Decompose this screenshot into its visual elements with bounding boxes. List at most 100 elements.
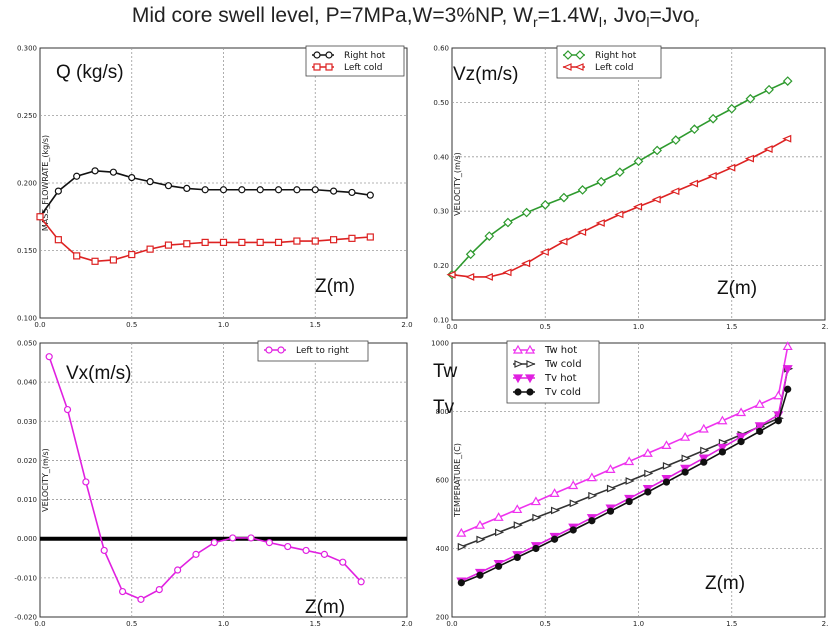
title-sub-r: r bbox=[532, 14, 538, 31]
y-axis-label: VELOCITY_(m/s) bbox=[41, 448, 50, 512]
data-point bbox=[532, 544, 540, 553]
data-point bbox=[513, 521, 523, 530]
legend-marker bbox=[265, 346, 273, 354]
data-point bbox=[605, 464, 616, 473]
legend: Left to right bbox=[257, 340, 369, 362]
data-point bbox=[311, 186, 319, 194]
y-tick-label: 0.100 bbox=[17, 315, 37, 323]
data-point bbox=[717, 415, 728, 425]
data-point bbox=[782, 134, 792, 143]
data-point bbox=[446, 270, 456, 279]
data-point bbox=[54, 236, 62, 244]
data-point bbox=[773, 390, 784, 400]
data-point bbox=[681, 468, 689, 476]
data-point bbox=[632, 202, 643, 211]
legend-marker bbox=[575, 50, 585, 60]
legend-marker bbox=[277, 346, 285, 354]
series-tw-hot bbox=[456, 341, 793, 537]
data-point bbox=[559, 192, 569, 203]
data-point bbox=[774, 417, 782, 425]
x-tick-label: 2.0 bbox=[401, 321, 412, 329]
legend-marker bbox=[512, 374, 524, 384]
data-point bbox=[688, 179, 699, 188]
legend-marker bbox=[563, 50, 573, 60]
panel-quantity-label: Vx(m/s) bbox=[66, 363, 131, 384]
series-right-hot bbox=[447, 76, 793, 280]
series-left-to-right bbox=[45, 353, 365, 603]
x-tick-label: 2. bbox=[822, 620, 829, 628]
legend-marker bbox=[526, 388, 534, 396]
data-point bbox=[146, 245, 154, 253]
legend: Tw hot Tw cold Tv hot Tv cold bbox=[506, 340, 600, 404]
data-point bbox=[614, 210, 624, 219]
data-point bbox=[109, 168, 118, 176]
y-tick-label: 0.200 bbox=[17, 180, 37, 188]
data-point bbox=[118, 587, 127, 596]
title-sub-l2: l bbox=[646, 14, 650, 31]
y-tick-label: 0.040 bbox=[17, 379, 37, 387]
data-point bbox=[596, 176, 607, 187]
chart-temperature: 0.0 0.5 1.0 1.5 2. 200 400 600 800 1000 TEMPERATUR… bbox=[431, 340, 829, 629]
data-point bbox=[201, 238, 209, 246]
data-point bbox=[238, 238, 246, 246]
legend-marker bbox=[325, 51, 333, 59]
data-point bbox=[330, 236, 338, 244]
data-point bbox=[681, 454, 691, 463]
data-point bbox=[588, 517, 596, 525]
data-point bbox=[357, 578, 365, 586]
y-tick-label: 200 bbox=[436, 614, 449, 622]
data-point bbox=[109, 256, 118, 264]
data-point bbox=[763, 145, 773, 154]
data-point bbox=[82, 478, 90, 486]
data-point bbox=[708, 113, 718, 124]
title-part-b: =1.4W bbox=[537, 4, 599, 27]
y-tick-label: 0.300 bbox=[17, 45, 37, 53]
x-tick-label: 2.0 bbox=[401, 620, 412, 628]
data-point bbox=[756, 427, 764, 435]
x-tick-label: 0.0 bbox=[446, 323, 457, 331]
legend-label: Right hot bbox=[595, 51, 637, 61]
y-axis-label: MASS_FLOWRATE_(kg/s) bbox=[41, 135, 50, 231]
panel-quantity-label: Q (kg/s) bbox=[56, 62, 124, 83]
data-point bbox=[606, 507, 615, 515]
data-point bbox=[625, 477, 635, 485]
data-point bbox=[174, 566, 182, 574]
data-point bbox=[513, 553, 521, 562]
data-point bbox=[549, 488, 560, 497]
data-point bbox=[238, 186, 246, 194]
data-point bbox=[764, 84, 774, 95]
data-point bbox=[274, 238, 283, 246]
data-point bbox=[521, 207, 532, 218]
y-tick-label: 0.050 bbox=[17, 340, 37, 348]
data-point bbox=[736, 433, 747, 443]
x-tick-label: 1.5 bbox=[310, 321, 321, 329]
data-point bbox=[726, 103, 737, 114]
data-point bbox=[311, 237, 319, 245]
x-tick-label: 1.0 bbox=[218, 321, 229, 329]
data-point bbox=[745, 93, 756, 104]
data-point bbox=[606, 484, 617, 493]
legend-box bbox=[257, 340, 369, 362]
x-tick-label: 0.0 bbox=[446, 620, 457, 628]
title-part-d: =Jvo bbox=[649, 4, 695, 27]
legend-marker bbox=[313, 51, 321, 59]
legend-marker bbox=[524, 344, 536, 354]
data-point bbox=[577, 228, 587, 236]
data-point bbox=[183, 184, 191, 192]
data-point bbox=[164, 241, 173, 249]
data-point bbox=[503, 217, 513, 228]
data-point bbox=[54, 187, 62, 195]
data-point bbox=[36, 213, 44, 221]
data-point bbox=[539, 248, 549, 256]
data-point bbox=[698, 454, 709, 464]
data-point bbox=[457, 542, 467, 551]
data-point bbox=[550, 535, 559, 543]
x-axis-overlay-label: Z(m) bbox=[305, 597, 345, 618]
legend-label: Tv hot bbox=[544, 373, 577, 384]
data-point bbox=[91, 257, 99, 265]
y-tick-label: 0.150 bbox=[17, 247, 37, 255]
data-point bbox=[569, 499, 579, 508]
legend-marker bbox=[524, 374, 536, 384]
data-point bbox=[754, 399, 765, 408]
data-point bbox=[700, 458, 708, 466]
